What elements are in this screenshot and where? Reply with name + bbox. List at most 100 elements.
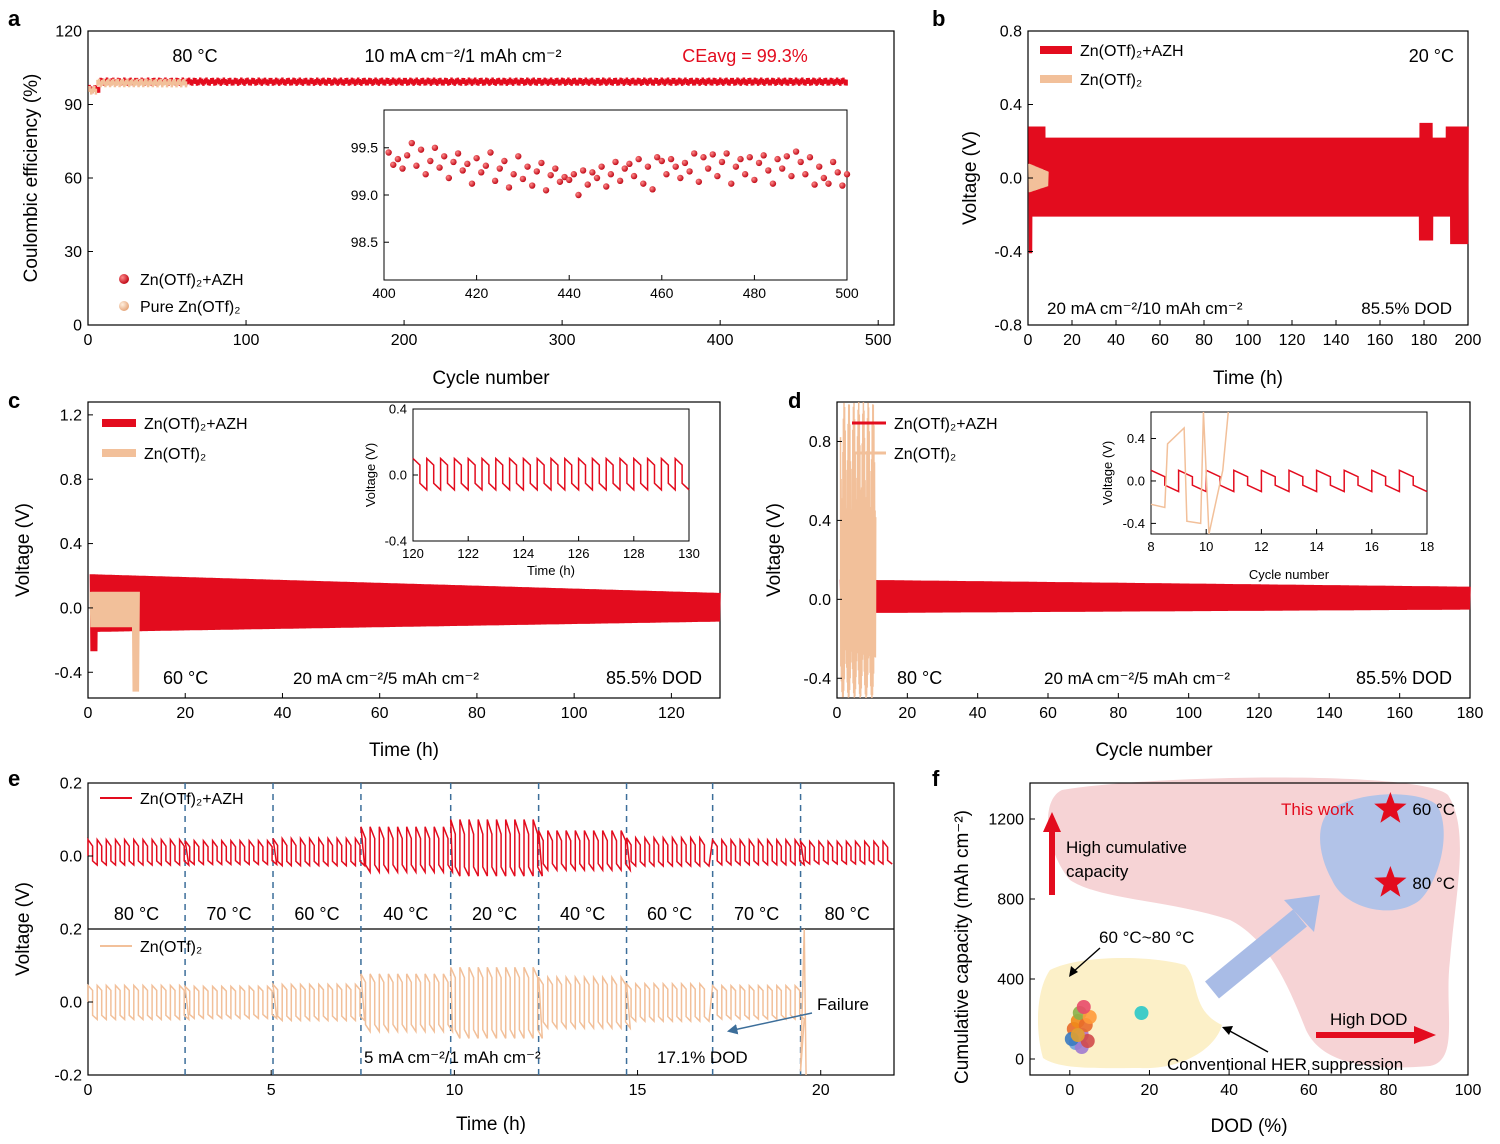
- inset-y-label-c: Voltage (V): [363, 443, 378, 507]
- inset-point-25: [501, 157, 508, 165]
- temp-label-e-4: 20 °C: [472, 904, 517, 924]
- inset-point-72: [718, 158, 726, 166]
- e-bottom-ytick-label-2: 0.2: [60, 922, 82, 939]
- inset-point-14: [450, 158, 457, 166]
- inset-point-31: [528, 182, 536, 189]
- b-xtick-label-5: 100: [1235, 332, 1262, 349]
- star-marker-0: [1374, 792, 1407, 823]
- x-ticks-d: 0 20 40 60 80 100 120 140 160 180: [833, 693, 1484, 722]
- c-xtick-label-3: 60: [371, 705, 389, 722]
- f-xtick-label-4: 80: [1379, 1082, 1397, 1099]
- a-xtick-label-2: 200: [391, 332, 418, 349]
- legend-label-azh-e: Zn(OTf)₂+AZH: [140, 791, 244, 808]
- y-axis-label-a: Coulombic efficiency (%): [21, 74, 42, 283]
- temp-label-e-1: 70 °C: [206, 904, 251, 924]
- panel-e: e 0 5 10 15 20 0.0 0.2 -0.2 0.0 0.2 80 °C 70 °C 60…: [8, 766, 895, 1135]
- inset-point-69: [704, 165, 712, 172]
- dod-label-c: 85.5% DOD: [606, 668, 702, 688]
- inset-point-84: [774, 155, 781, 163]
- y-ticks-e: 0.0 0.2 -0.2 0.0 0.2: [54, 776, 93, 1085]
- x-axis-label-f: DOD (%): [1210, 1116, 1287, 1137]
- inset-point-85: [778, 165, 786, 172]
- inset-point-59: [658, 157, 665, 165]
- inset-point-61: [667, 155, 675, 163]
- ce-band-pure: [88, 78, 188, 95]
- temp-label-e-8: 80 °C: [825, 904, 870, 924]
- x-axis-label-a: Cycle number: [432, 368, 550, 389]
- f-ytick-label-2: 800: [997, 892, 1024, 909]
- legend-marker-azh-a: [119, 274, 129, 284]
- c-inset-xtick-label-0: 120: [402, 546, 424, 561]
- b-ytick-label-4: 0.8: [1000, 24, 1022, 41]
- d-xtick-label-3: 60: [1039, 705, 1057, 722]
- temp-label-d: 80 °C: [897, 668, 942, 688]
- e-xtick-label-1: 5: [267, 1082, 276, 1099]
- temp-label-e-2: 60 °C: [294, 904, 339, 924]
- inset-point-83: [769, 180, 777, 187]
- c-inset-xtick-label-1: 122: [457, 546, 479, 561]
- inset-point-16: [459, 167, 466, 174]
- inset-point-89: [797, 158, 804, 166]
- inset-y-label-d: Voltage (V): [1100, 441, 1115, 505]
- legend-label-azh-c: Zn(OTf)₂+AZH: [144, 416, 248, 433]
- inset-point-95: [825, 180, 832, 187]
- inset-x-label-c: Time (h): [527, 563, 575, 578]
- inset-point-46: [598, 163, 605, 170]
- inset-point-41: [575, 191, 582, 199]
- temp-label-e-7: 70 °C: [734, 904, 779, 924]
- inset-point-60: [663, 171, 670, 178]
- inset-point-4: [403, 152, 411, 159]
- inset-point-26: [505, 184, 513, 191]
- d-inset-xtick-label-4: 16: [1365, 539, 1379, 554]
- voltage-band-pure-d: [839, 402, 877, 699]
- inset-voltage-c: [412, 456, 690, 492]
- inset-point-68: [700, 154, 707, 161]
- inset-point-21: [482, 162, 490, 169]
- c-inset-ytick-label-0: -0.4: [385, 534, 407, 549]
- b-xtick-label-0: 0: [1024, 332, 1033, 349]
- temp-label-e-0: 80 °C: [114, 904, 159, 924]
- plot-frame-c: [87, 401, 721, 699]
- panel-f: f 60 °C 80 °C 0 20 40 60 80 100 0 400 800 1200 DO…: [932, 766, 1481, 1137]
- temp-label-e-3: 40 °C: [383, 904, 428, 924]
- inset-point-22: [487, 149, 494, 156]
- inset-point-96: [829, 158, 837, 166]
- temp-label-e-5: 40 °C: [560, 904, 605, 924]
- panel-label-e: e: [8, 766, 20, 791]
- inset-x-label-d: Cycle number: [1249, 567, 1330, 582]
- inset-point-29: [519, 175, 527, 183]
- literature-point-12: [1134, 1006, 1149, 1020]
- inset-point-93: [816, 163, 823, 170]
- b-xtick-label-1: 20: [1063, 332, 1081, 349]
- d-xtick-label-6: 120: [1246, 705, 1273, 722]
- condition-label-d: 20 mA cm⁻²/5 mAh cm⁻²: [1044, 669, 1230, 688]
- inset-point-3: [399, 165, 406, 172]
- inset-point-62: [672, 163, 679, 170]
- x-ticks-f: 0 20 40 60 80 100: [1065, 1070, 1481, 1099]
- c-ytick-label-1: 0.0: [60, 601, 82, 618]
- c-xtick-label-1: 20: [176, 705, 194, 722]
- a-xtick-label-3: 300: [549, 332, 576, 349]
- inset-point-58: [653, 154, 661, 161]
- failure-label: Failure: [817, 995, 869, 1014]
- inset-point-40: [570, 171, 578, 178]
- inset-point-35: [547, 171, 554, 179]
- inset-point-55: [640, 180, 647, 187]
- voltage-band-azh-d: [839, 579, 1471, 614]
- d-xtick-label-9: 180: [1457, 705, 1484, 722]
- inset-points-a: [385, 139, 851, 199]
- e-bottom-ytick-label-1: 0.0: [60, 995, 82, 1012]
- inset-point-54: [635, 155, 642, 163]
- inset-point-51: [621, 165, 628, 172]
- literature-points: [1064, 1000, 1149, 1054]
- e-xtick-label-4: 20: [812, 1082, 830, 1099]
- inset-x-ticks-c: 120 122 124 126 128 130: [402, 536, 700, 561]
- x-ticks-a: 0 100 200 300 400 500: [84, 320, 892, 349]
- inset-voltage-pure-d: [1150, 411, 1230, 535]
- plot-frame-d: [836, 401, 1471, 699]
- inset-point-5: [408, 139, 415, 147]
- b-xtick-label-2: 40: [1107, 332, 1125, 349]
- c-ytick-label-4: 1.2: [60, 407, 82, 424]
- inset-point-66: [691, 150, 698, 157]
- star-label-1: 80 °C: [1412, 874, 1455, 893]
